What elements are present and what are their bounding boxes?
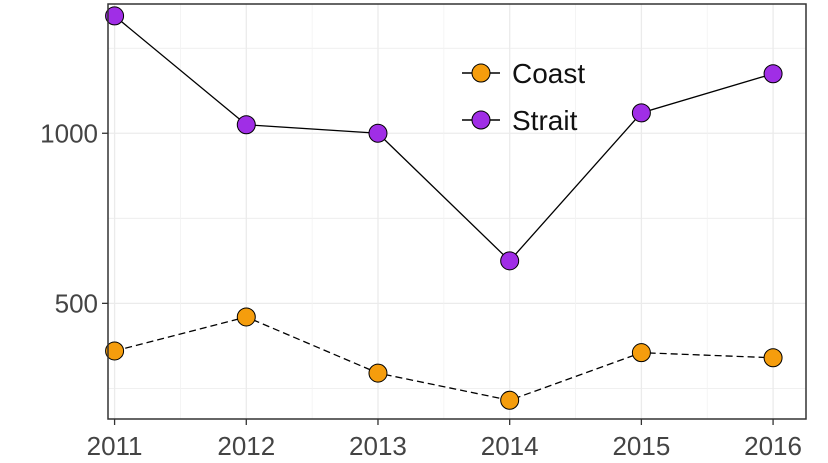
- y-tick-label: 500: [55, 288, 98, 318]
- data-point-coast-2016: [763, 348, 783, 368]
- legend-label-coast: Coast: [512, 58, 585, 89]
- series-line-strait: [114, 15, 774, 262]
- data-point-strait-2012: [236, 115, 256, 135]
- data-point-coast-2011: [105, 341, 125, 361]
- data-point-coast-2015: [631, 343, 651, 363]
- data-point-coast-2012: [236, 307, 256, 327]
- x-tick-label: 2012: [217, 431, 275, 461]
- legend-marker-coast: [471, 63, 491, 83]
- series-layer: [105, 6, 783, 410]
- series-line-coast: [114, 316, 774, 401]
- legend-marker-strait: [471, 110, 491, 130]
- plot-border: [107, 3, 807, 420]
- data-point-strait-2011: [105, 6, 125, 26]
- legend-label-strait: Strait: [512, 105, 578, 136]
- data-point-strait-2015: [631, 103, 651, 123]
- legend: Coast Strait: [462, 58, 585, 136]
- x-tick-label: 2011: [87, 431, 143, 461]
- data-point-strait-2014: [500, 251, 520, 271]
- x-tick-label: 2016: [744, 431, 802, 461]
- x-tick-label: 2014: [481, 431, 539, 461]
- axes-layer: 2011 2012 2013 2014 2015 2016 500 1000: [40, 118, 802, 461]
- x-tick-label: 2013: [349, 431, 407, 461]
- data-point-strait-2016: [763, 64, 783, 84]
- plot-background: [108, 4, 806, 419]
- data-point-strait-2013: [368, 123, 388, 143]
- x-tick-label: 2015: [612, 431, 670, 461]
- y-tick-label: 1000: [40, 118, 98, 148]
- data-point-coast-2013: [368, 363, 388, 383]
- data-point-coast-2014: [500, 390, 520, 410]
